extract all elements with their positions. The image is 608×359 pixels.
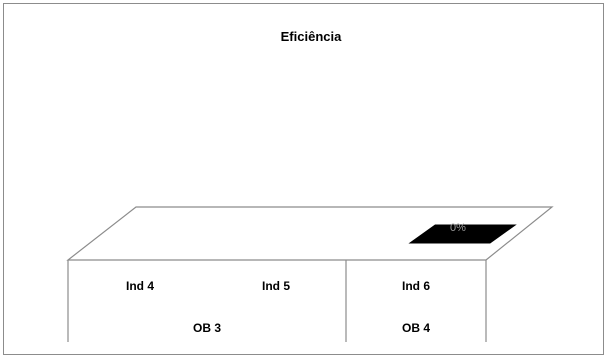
category-label: Ind 4 — [126, 279, 154, 293]
group-label: OB 3 — [193, 321, 221, 335]
category-label: Ind 5 — [262, 279, 290, 293]
chart-title: Eficiência — [281, 29, 342, 44]
data-label-layer: 0% — [450, 222, 466, 234]
category-label: Ind 6 — [402, 279, 430, 293]
bar — [408, 224, 517, 244]
category-axis: Ind 4 Ind 5 Ind 6 — [126, 279, 430, 293]
group-label: OB 4 — [402, 321, 430, 335]
data-label: 0% — [450, 222, 466, 234]
group-axis: OB 3 OB 4 — [193, 321, 430, 335]
chart-frame — [3, 3, 604, 355]
bar-series — [408, 224, 517, 244]
